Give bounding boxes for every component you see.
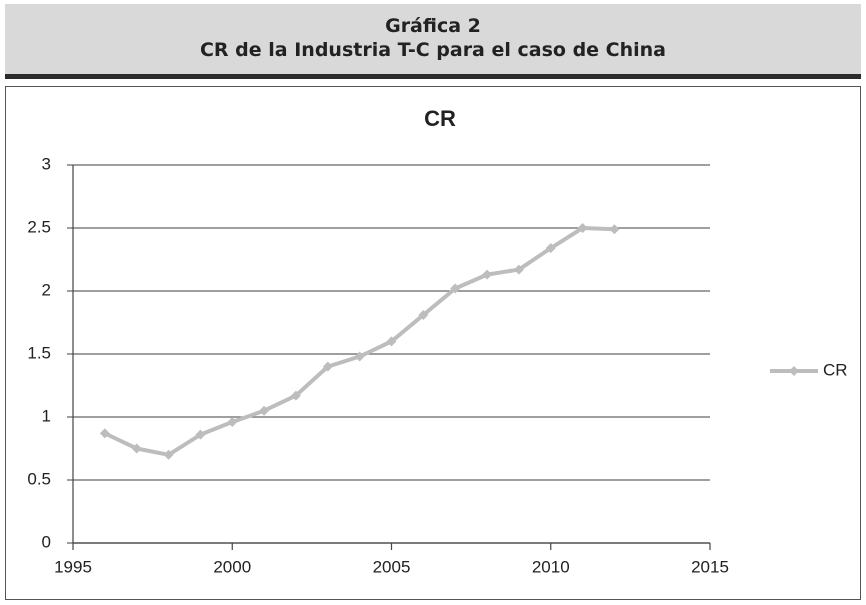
chart-frame: [5, 86, 861, 600]
x-tick-label: 2000: [213, 557, 251, 576]
marker: [227, 417, 238, 428]
header: Gráfica 2 CR de la Industria T-C para el…: [5, 4, 861, 79]
x-tick-label: 1995: [54, 557, 92, 576]
y-tick-label: 1.5: [27, 343, 51, 362]
y-tick-label: 3: [42, 154, 51, 173]
y-tick-label: 2.5: [27, 217, 51, 236]
marker: [513, 264, 524, 275]
x-tick-label: 2005: [373, 557, 411, 576]
marker: [354, 351, 365, 362]
marker: [131, 443, 142, 454]
line: [103, 226, 615, 457]
y-tick-label: 0: [42, 532, 51, 551]
y-tick-label: 2: [42, 280, 51, 299]
marker: [418, 309, 429, 320]
chart-title: CR: [424, 106, 456, 131]
marker: [259, 405, 270, 416]
marker: [577, 223, 588, 233]
header-title: Gráfica 2: [385, 15, 481, 37]
y-tick-label: 1: [42, 406, 51, 425]
marker: [322, 361, 333, 372]
legend-label: CR: [823, 360, 848, 379]
marker: [386, 336, 397, 347]
header-subtitle: CR de la Industria T-C para el caso de C…: [199, 39, 667, 61]
legend-marker: [789, 366, 799, 376]
marker: [545, 243, 556, 254]
marker: [163, 449, 174, 460]
marker: [99, 428, 110, 439]
marker: [195, 429, 206, 440]
x-tick-label: 2010: [532, 557, 570, 576]
marker: [290, 390, 301, 401]
marker: [482, 269, 493, 280]
marker: [609, 224, 620, 235]
marker: [450, 283, 461, 294]
y-tick-label: 0.5: [27, 469, 51, 488]
x-tick-label: 2015: [691, 557, 729, 576]
